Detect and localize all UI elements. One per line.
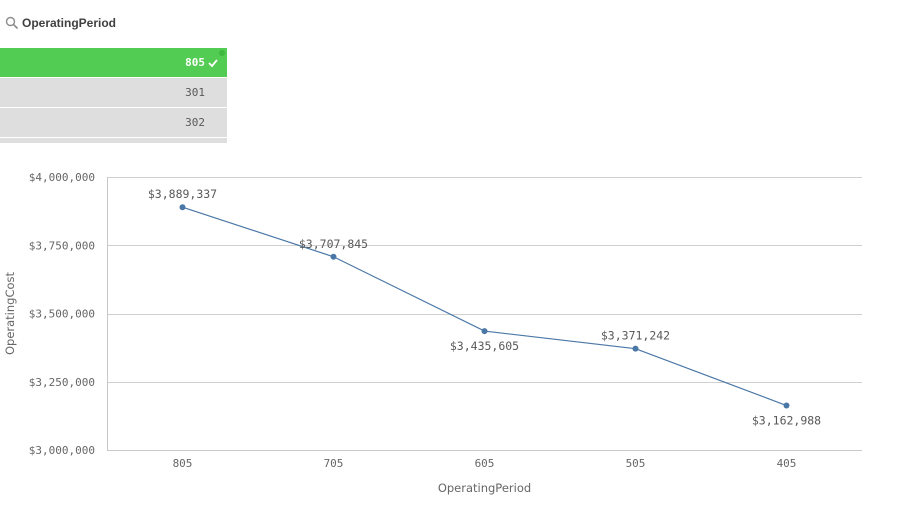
filter-item[interactable]: 302 <box>0 108 227 137</box>
data-point[interactable] <box>481 328 488 335</box>
filter-header[interactable]: OperatingPeriod <box>0 10 227 36</box>
filter-item-partial[interactable] <box>0 138 227 143</box>
y-tick-label: $3,500,000 <box>29 308 95 321</box>
filter-item-label: 301 <box>185 86 205 99</box>
data-label: $3,162,988 <box>752 414 821 428</box>
filter-list[interactable]: 805 301 302 <box>0 48 227 143</box>
data-point[interactable] <box>330 253 337 260</box>
y-tick-label: $4,000,000 <box>29 171 95 184</box>
series-line <box>182 206 787 407</box>
filter-title: OperatingPeriod <box>22 16 117 30</box>
x-tick-label: 605 <box>475 457 495 470</box>
x-tick-label: 405 <box>777 457 797 470</box>
filter-item-label: 805 <box>185 56 205 69</box>
data-label: $3,707,845 <box>299 237 368 251</box>
filter-item[interactable]: 301 <box>0 78 227 107</box>
filter-item[interactable]: 805 <box>0 48 227 77</box>
data-label: $3,889,337 <box>148 187 217 201</box>
x-tick-label: 805 <box>173 457 193 470</box>
data-point[interactable] <box>632 345 639 352</box>
x-tick-label: 705 <box>324 457 344 470</box>
data-point[interactable] <box>783 402 790 409</box>
x-axis-title: OperatingPeriod <box>438 481 531 495</box>
data-label: $3,435,605 <box>450 339 519 353</box>
y-tick-label: $3,750,000 <box>29 239 95 252</box>
y-axis-title: OperatingCost <box>3 271 17 355</box>
data-label: $3,371,242 <box>601 329 670 343</box>
filter-item-label: 302 <box>185 116 205 129</box>
x-tick-label: 505 <box>626 457 646 470</box>
search-icon[interactable] <box>5 16 19 30</box>
checkmark-icon <box>208 59 218 68</box>
y-tick-label: $3,000,000 <box>29 444 95 457</box>
selection-indicator <box>219 50 225 56</box>
data-point[interactable] <box>179 204 186 211</box>
y-tick-label: $3,250,000 <box>29 376 95 389</box>
